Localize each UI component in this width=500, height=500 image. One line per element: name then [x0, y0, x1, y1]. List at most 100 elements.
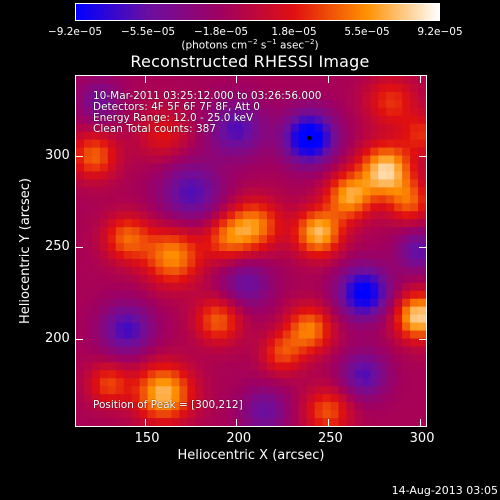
heatmap-cell: [219, 410, 228, 419]
heatmap-cell: [251, 418, 260, 426]
heatmap-cell: [155, 211, 165, 220]
heatmap-cell: [354, 378, 363, 387]
heatmap-cell: [418, 370, 426, 379]
heatmap-cell: [418, 227, 426, 236]
heatmap-cell: [171, 322, 180, 332]
heatmap-cell: [282, 147, 292, 157]
heatmap-cell: [251, 203, 260, 212]
heatmap-cell: [219, 418, 228, 426]
heatmap-cell: [91, 251, 101, 260]
heatmap-cell: [195, 219, 204, 228]
heatmap-cell: [410, 147, 419, 157]
heatmap-cell: [418, 378, 426, 387]
heatmap-cell: [306, 330, 316, 340]
heatmap-cell: [251, 298, 260, 308]
heatmap-cell: [282, 91, 292, 101]
heatmap-cell: [107, 195, 117, 204]
heatmap-cell: [203, 155, 212, 165]
heatmap-cell: [322, 370, 332, 379]
heatmap-cell: [107, 83, 117, 93]
heatmap-cell: [394, 418, 403, 426]
heatmap-cell: [282, 314, 292, 324]
heatmap-cell: [163, 163, 173, 173]
heatmap-cell: [298, 187, 308, 196]
heatmap-cell: [83, 203, 93, 212]
heatmap-cell: [235, 282, 244, 292]
heatmap-cell: [187, 370, 196, 379]
heatmap-cell: [195, 211, 204, 220]
x-tick-label: 300: [409, 431, 435, 446]
heatmap-cell: [163, 322, 173, 332]
heatmap-cell: [163, 195, 173, 204]
heatmap-cell: [195, 394, 204, 403]
heatmap-cell: [378, 139, 387, 149]
heatmap-cell: [155, 370, 165, 379]
x-tick-label: 250: [318, 431, 343, 446]
heatmap-cell: [171, 203, 180, 212]
heatmap-cell: [346, 346, 355, 355]
heatmap-cell: [251, 243, 260, 252]
heatmap-cell: [131, 330, 141, 340]
heatmap-cell: [243, 83, 252, 93]
heatmap-cell: [298, 76, 308, 85]
heatmap-cell: [378, 83, 387, 93]
heatmap-cell: [330, 211, 340, 220]
heatmap-cell: [362, 322, 371, 332]
heatmap-cell: [298, 115, 308, 125]
heatmap-cell: [306, 179, 316, 188]
heatmap-cell: [290, 274, 300, 284]
heatmap-cell: [418, 139, 426, 149]
heatmap-cell: [235, 378, 244, 387]
heatmap-cell: [394, 402, 403, 411]
heatmap-cell: [314, 386, 324, 395]
heatmap-cell: [203, 99, 212, 109]
heatmap-cell: [155, 330, 165, 340]
heatmap-cell: [123, 298, 133, 308]
heatmap-cell: [211, 227, 220, 236]
heatmap-cell: [386, 76, 395, 85]
heatmap-cell: [290, 219, 300, 228]
heatmap-cell: [219, 235, 228, 244]
heatmap-cell: [251, 76, 260, 85]
heatmap-cell: [107, 147, 117, 157]
heatmap-cell: [378, 107, 387, 117]
heatmap-cell: [402, 370, 411, 379]
heatmap-cell: [258, 147, 268, 157]
heatmap-cell: [410, 258, 419, 268]
heatmap-cell: [330, 91, 340, 101]
heatmap-cell: [139, 155, 149, 165]
heatmap-cell: [418, 123, 426, 133]
heatmap-cell: [163, 394, 173, 403]
heatmap-cell: [115, 394, 125, 403]
heatmap-cell: [330, 179, 340, 188]
heatmap-cell: [187, 362, 196, 371]
heatmap-cell: [107, 139, 117, 149]
heatmap-cell: [131, 139, 141, 149]
heatmap-cell: [155, 274, 165, 284]
heatmap-cell: [386, 235, 395, 244]
heatmap-cell: [155, 410, 165, 419]
heatmap-cell: [107, 410, 117, 419]
heatmap-cell: [322, 410, 332, 419]
heatmap-cell: [266, 418, 276, 426]
heatmap-cell: [211, 370, 220, 379]
heatmap-cell: [211, 203, 220, 212]
heatmap-cell: [155, 386, 165, 395]
heatmap-cell: [171, 187, 180, 196]
heatmap-cell: [227, 386, 236, 395]
heatmap-cell: [131, 123, 141, 133]
heatmap-cell: [418, 203, 426, 212]
heatmap-cell: [243, 115, 252, 125]
heatmap-cell: [402, 402, 411, 411]
heatmap-cell: [139, 115, 149, 125]
heatmap-cell: [378, 243, 387, 252]
heatmap-cell: [290, 418, 300, 426]
heatmap-cell: [83, 147, 93, 157]
heatmap-cell: [179, 370, 188, 379]
heatmap-cell: [115, 155, 125, 165]
heatmap-cell: [179, 362, 188, 371]
heatmap-cell: [203, 258, 212, 268]
heatmap-cell: [243, 171, 252, 180]
heatmap-cell: [394, 211, 403, 220]
heatmap-cell: [235, 139, 244, 149]
